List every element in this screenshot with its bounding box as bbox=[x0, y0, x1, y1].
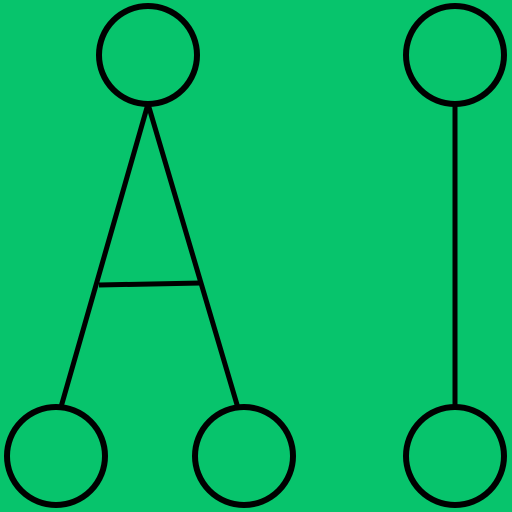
letter-a-top-node bbox=[96, 3, 200, 107]
letter-a-crossbar bbox=[98, 280, 202, 288]
letter-a-right-stroke bbox=[145, 103, 241, 409]
letter-a-bottom-left-node bbox=[4, 404, 108, 508]
letter-i bbox=[403, 3, 507, 508]
letter-a bbox=[4, 3, 296, 508]
letter-i-top-node bbox=[403, 3, 507, 107]
letter-i-bottom-node bbox=[403, 404, 507, 508]
letter-a-left-stroke bbox=[58, 103, 151, 408]
letter-a-bottom-right-node bbox=[192, 404, 296, 508]
